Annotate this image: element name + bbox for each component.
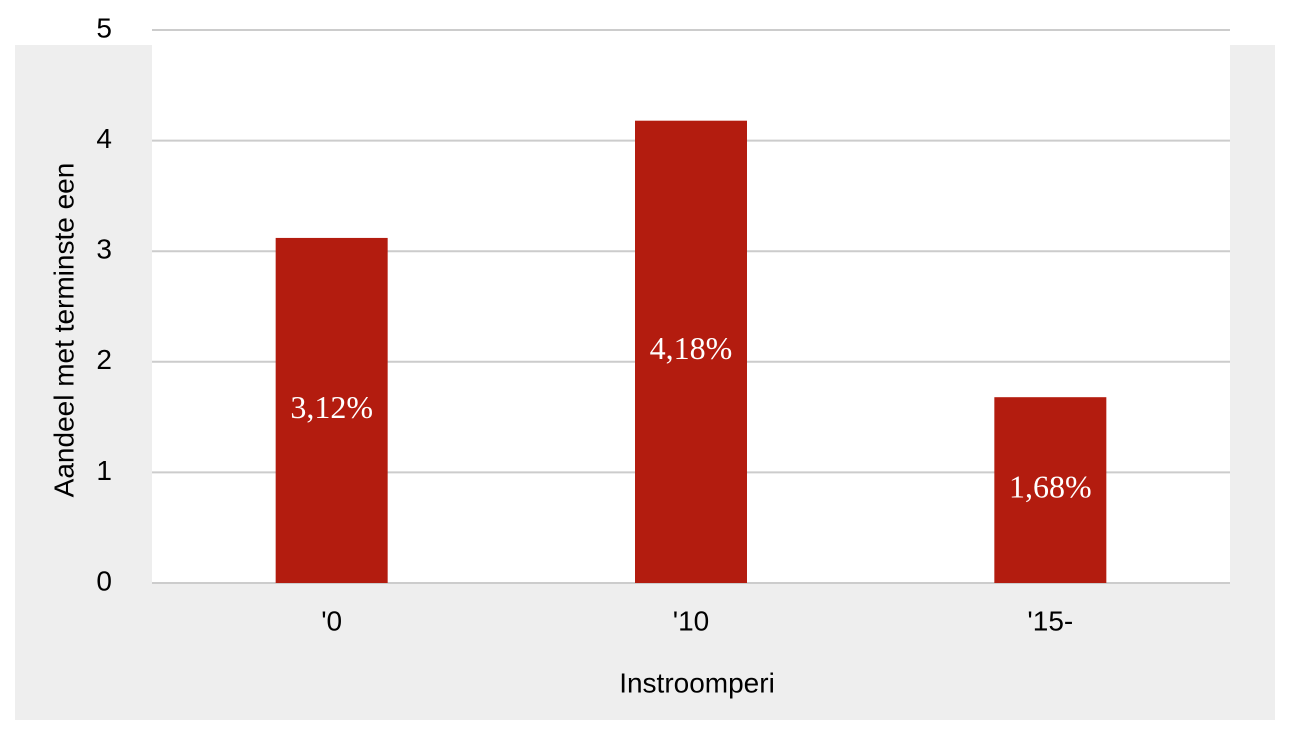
- y-tick-label: 0: [96, 565, 112, 596]
- y-tick-label: 2: [96, 344, 112, 375]
- bar: [994, 397, 1107, 583]
- bar: [635, 120, 747, 583]
- value-label: 3,12%: [290, 389, 373, 425]
- y-axis-label: Aandeel met terminste een: [48, 163, 79, 498]
- y-tick-label: 1: [96, 455, 112, 486]
- x-tick-label: '15-: [1027, 605, 1073, 636]
- y-tick-label: 3: [96, 234, 112, 265]
- bar: [275, 237, 388, 584]
- value-label: 1,68%: [1009, 468, 1092, 504]
- x-tick-label: '0: [321, 605, 342, 636]
- x-axis-label: Instroomperi: [619, 667, 775, 698]
- value-label: 4,18%: [650, 330, 733, 366]
- y-tick-label: 5: [96, 12, 112, 43]
- y-tick-label: 4: [96, 123, 112, 154]
- x-tick-label: '10: [673, 605, 710, 636]
